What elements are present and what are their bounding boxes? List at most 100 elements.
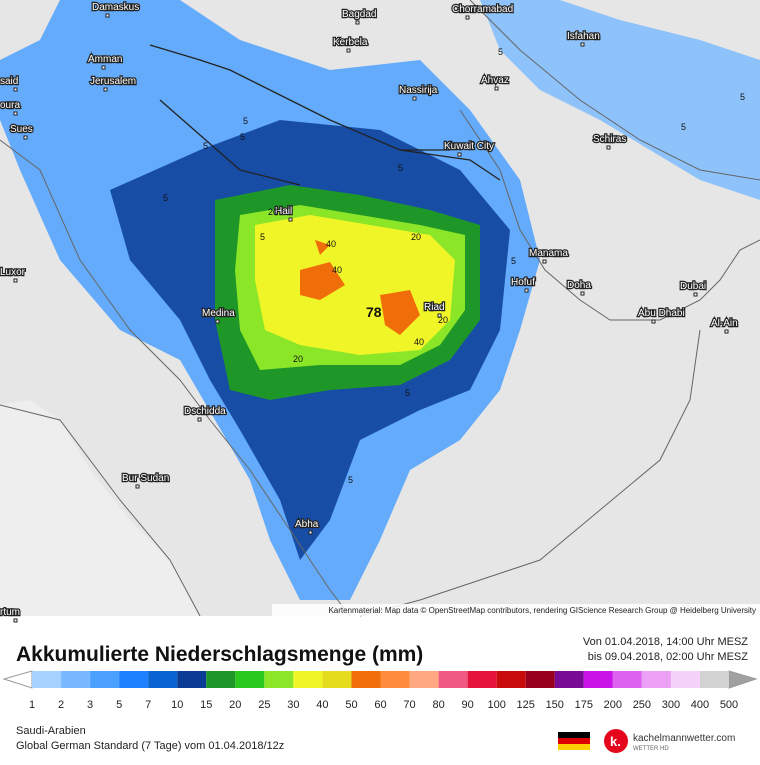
city-label: Amman bbox=[88, 54, 122, 65]
contour-label: 5 bbox=[511, 256, 516, 266]
contour-label: 20 bbox=[268, 207, 278, 217]
city-marker bbox=[542, 259, 547, 264]
scale-label: 125 bbox=[517, 699, 535, 711]
contour-label: 5 bbox=[398, 163, 403, 173]
scale-label: 5 bbox=[116, 699, 122, 711]
scale-label: 1 bbox=[29, 699, 35, 711]
scale-label: 2 bbox=[58, 699, 64, 711]
city-marker bbox=[580, 291, 585, 296]
scale-color bbox=[380, 671, 410, 688]
scale-label: 400 bbox=[691, 699, 709, 711]
contour-label: 5 bbox=[240, 132, 245, 142]
city-marker bbox=[524, 288, 529, 293]
contour-label: 40 bbox=[326, 239, 336, 249]
period-start: Von 01.04.2018, 14:00 Uhr MESZ bbox=[583, 636, 748, 648]
scale-color bbox=[90, 671, 120, 688]
scale-color bbox=[699, 671, 729, 688]
attribution: Kartenmaterial: Map data © OpenStreetMap… bbox=[328, 606, 756, 615]
contour-label: 5 bbox=[348, 475, 353, 485]
scale-color bbox=[496, 671, 526, 688]
city-label: Abu Dhabi bbox=[638, 308, 685, 319]
region: Saudi-Arabien bbox=[16, 725, 86, 737]
contour-label: 20 bbox=[438, 315, 448, 325]
city-label: Manama bbox=[529, 248, 568, 259]
scale-color bbox=[641, 671, 671, 688]
city-marker bbox=[355, 20, 360, 25]
scale-label: 50 bbox=[345, 699, 357, 711]
city-label: Abha bbox=[295, 519, 319, 530]
scale-color bbox=[235, 671, 265, 688]
city-marker bbox=[105, 13, 110, 18]
scale-label: 150 bbox=[546, 699, 564, 711]
city-label: rtum bbox=[0, 607, 20, 618]
scale-label: 70 bbox=[403, 699, 415, 711]
contour-label: 5 bbox=[405, 388, 410, 398]
scale-arrow-low bbox=[2, 670, 33, 689]
scale-label: 20 bbox=[229, 699, 241, 711]
coastlines bbox=[0, 0, 760, 617]
city-label: Kerbela bbox=[333, 37, 368, 48]
contour-label: 5 bbox=[740, 92, 745, 102]
city-marker bbox=[101, 65, 106, 70]
contour-label: 5 bbox=[203, 141, 208, 151]
contour-label: 5 bbox=[163, 193, 168, 203]
city-marker bbox=[580, 42, 585, 47]
city-marker bbox=[103, 87, 108, 92]
contour-labels: 5 5 5 5 5 5 5 5 5 5 5 5 20 20 20 20 40 40 40 78 bbox=[163, 47, 745, 485]
city-marker bbox=[308, 530, 313, 535]
contour-label: 40 bbox=[332, 265, 342, 275]
city-label: Bur Sudan bbox=[122, 473, 169, 484]
scale-color bbox=[264, 671, 294, 688]
scale-color bbox=[322, 671, 352, 688]
city-label: Bagdad bbox=[342, 9, 376, 20]
city-marker bbox=[465, 15, 470, 20]
contour-label: 5 bbox=[260, 232, 265, 242]
scale-arrow-high bbox=[728, 670, 758, 689]
scale-label: 25 bbox=[258, 699, 270, 711]
scale-color bbox=[554, 671, 584, 688]
scale-label: 60 bbox=[374, 699, 386, 711]
contour-label: 5 bbox=[243, 116, 248, 126]
city-label: Ahvaz bbox=[481, 75, 509, 86]
city-label: Hail bbox=[275, 206, 292, 217]
period-end: bis 09.04.2018, 02:00 Uhr MESZ bbox=[588, 651, 748, 663]
scale-color bbox=[177, 671, 207, 688]
scale-color bbox=[206, 671, 236, 688]
scale-label: 10 bbox=[171, 699, 183, 711]
city-marker bbox=[346, 48, 351, 53]
scale-label: 300 bbox=[662, 699, 680, 711]
scale-color bbox=[438, 671, 468, 688]
scale-color bbox=[61, 671, 91, 688]
precip-area-orange bbox=[300, 240, 420, 335]
scale-label: 3 bbox=[87, 699, 93, 711]
city-marker bbox=[13, 618, 18, 623]
brand[interactable]: kachelmannwetter.com bbox=[633, 733, 735, 744]
city-marker bbox=[197, 417, 202, 422]
scale-label: 175 bbox=[575, 699, 593, 711]
city-marker bbox=[724, 329, 729, 334]
scale-label: 80 bbox=[432, 699, 444, 711]
city-label: Dschidda bbox=[184, 406, 226, 417]
city-label: Sues bbox=[10, 124, 33, 135]
contour-label: 20 bbox=[293, 354, 303, 364]
color-scale: 1 2 3 5 7 10 15 20 25 30 40 50 60 70 80 90 100 125 150 175 2… bbox=[2, 670, 758, 711]
model: Global German Standard (7 Tage) vom 01.0… bbox=[16, 740, 284, 752]
city-label: Doha bbox=[567, 280, 591, 291]
brand-sub: WETTER HD bbox=[633, 746, 669, 752]
city-marker bbox=[437, 313, 442, 318]
precip-area-yellow bbox=[255, 215, 455, 355]
city-label: oura bbox=[0, 100, 20, 111]
scale-color bbox=[409, 671, 439, 688]
city-marker bbox=[215, 319, 220, 324]
legend-title: Akkumulierte Niederschlagsmenge (mm) bbox=[16, 643, 423, 666]
city-label: Schiras bbox=[593, 134, 626, 145]
city-label: Riad bbox=[424, 302, 445, 313]
scale-color bbox=[612, 671, 642, 688]
city-marker bbox=[412, 96, 417, 101]
borders bbox=[149, 44, 501, 186]
scale-label: 30 bbox=[287, 699, 299, 711]
scale-color bbox=[119, 671, 149, 688]
contour-label: 5 bbox=[681, 122, 686, 132]
sea bbox=[0, 400, 200, 616]
